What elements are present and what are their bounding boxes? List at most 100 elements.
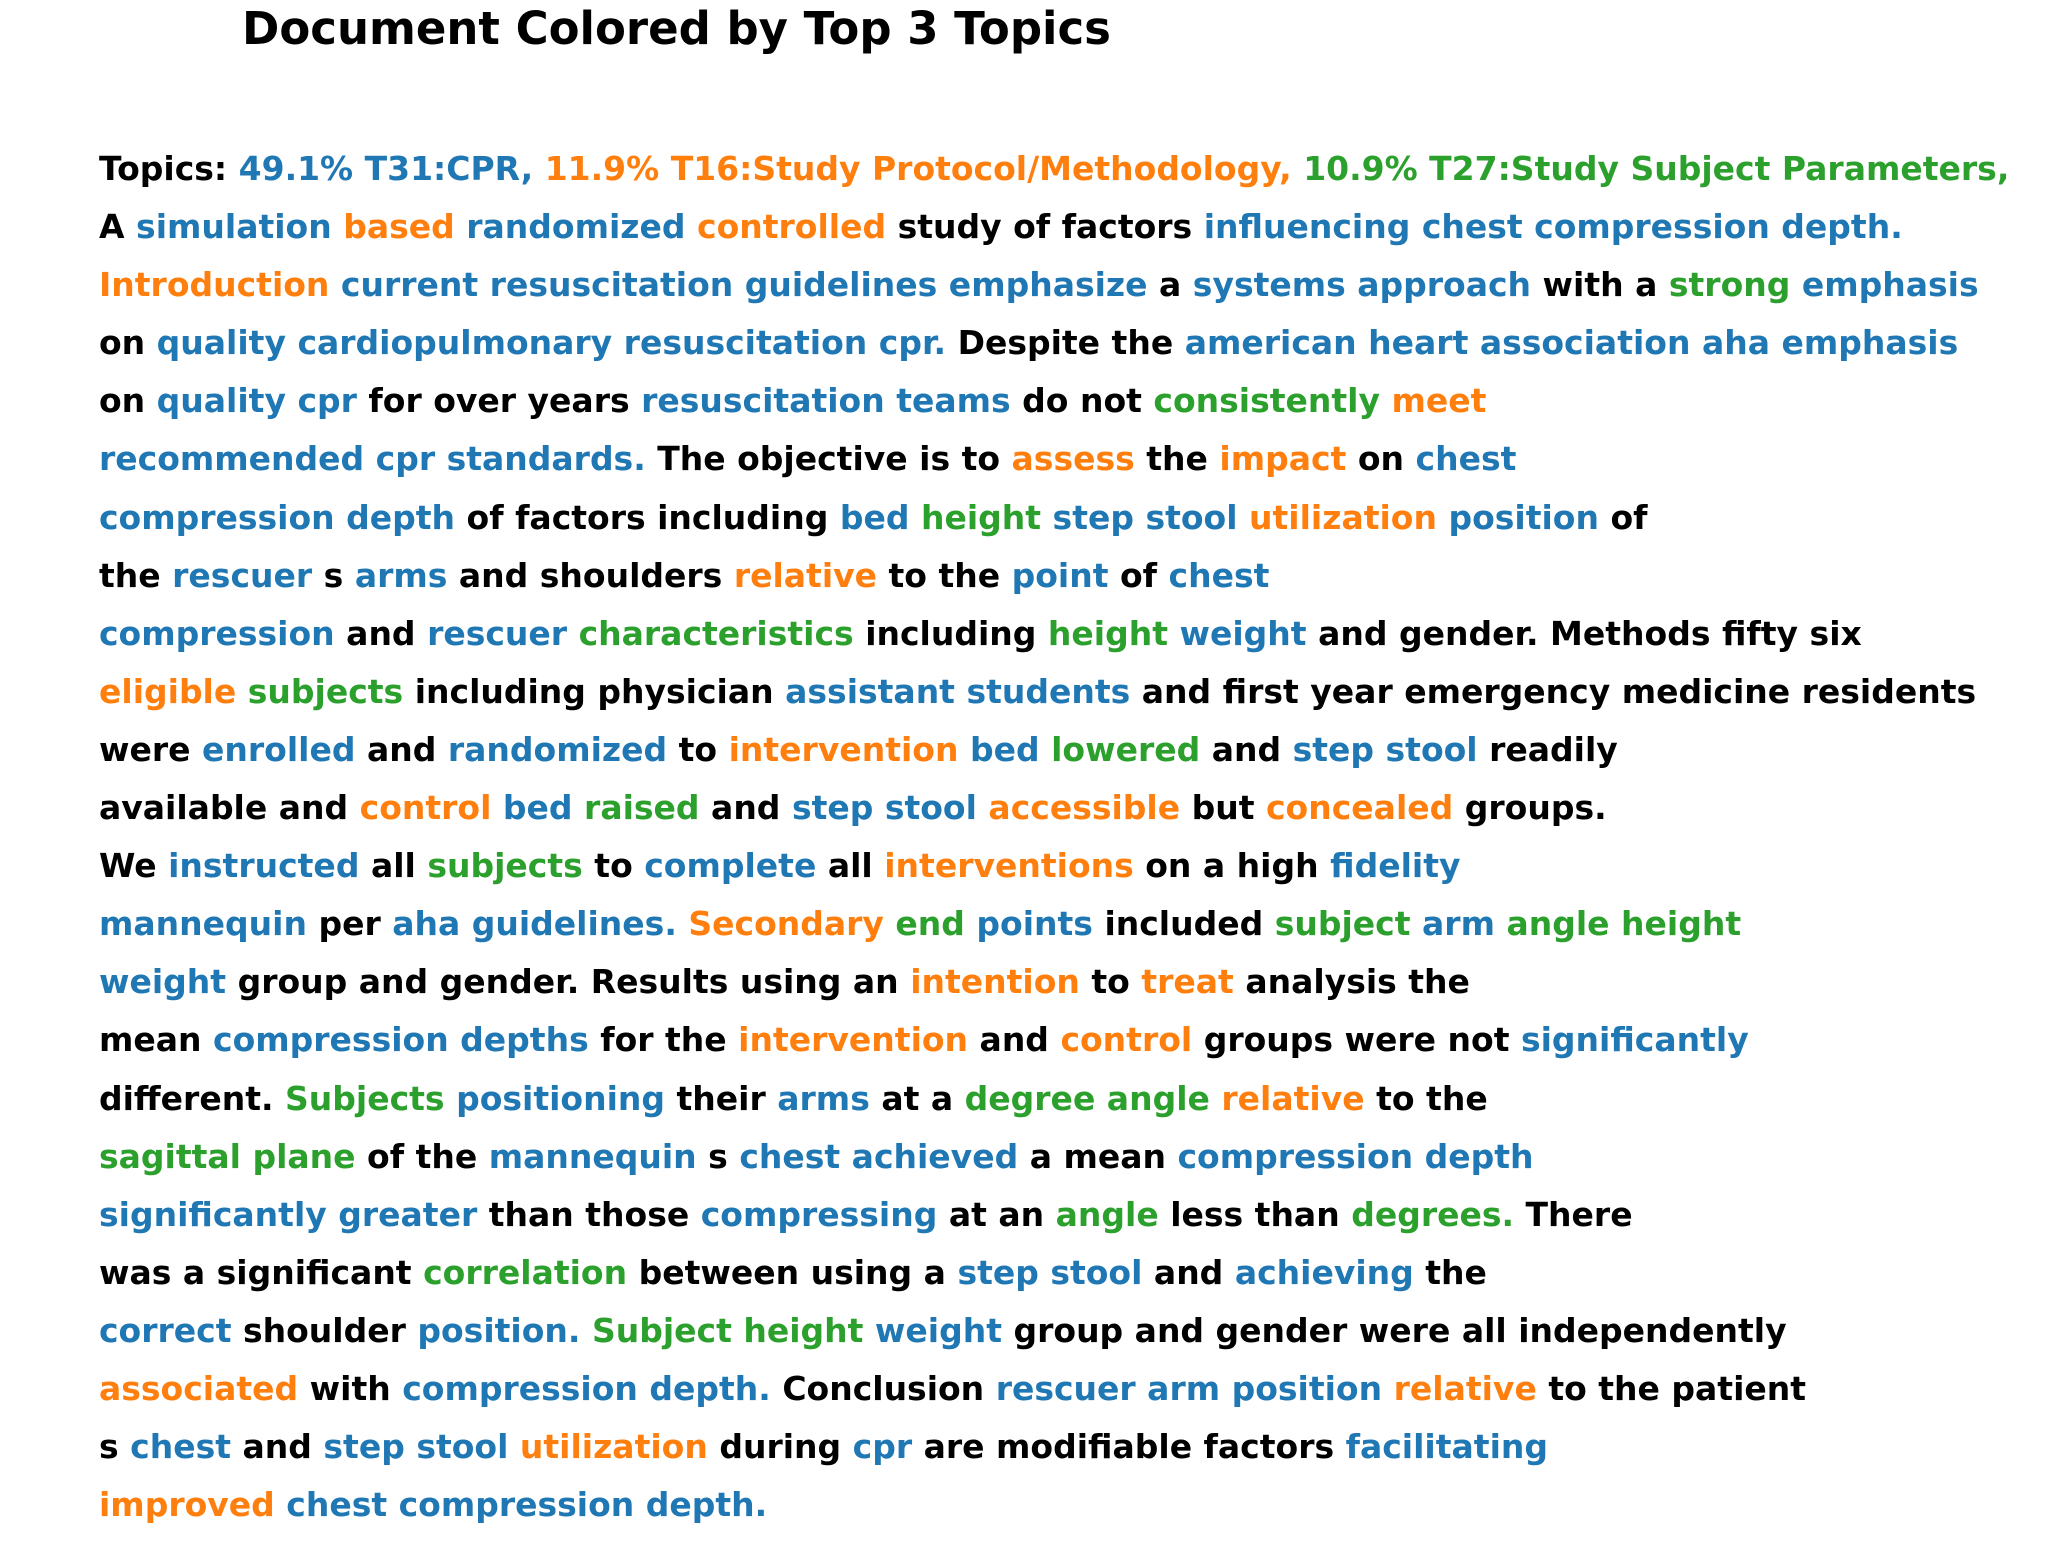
topic-word-t31: complete <box>644 846 817 886</box>
topic-word-t31: aha guidelines. <box>392 904 677 944</box>
topic-word-t31: points <box>976 904 1093 944</box>
document-line: different. Subjects positioning their ar… <box>99 1070 2009 1128</box>
plain-word: a <box>1159 265 1182 305</box>
legend-entry-t31: 49.1% T31:CPR, <box>238 149 534 188</box>
topic-word-t31: rescuer <box>172 555 313 595</box>
topic-word-t27: characteristics <box>578 613 854 653</box>
document-line: eligible subjects including physician as… <box>99 663 2009 721</box>
document-line: associated with compression depth. Concl… <box>99 1360 2009 1418</box>
plain-word: and first year emergency medicine reside… <box>1141 671 1977 711</box>
document-line: A simulation based randomized controlled… <box>99 198 2009 256</box>
plain-word: on <box>99 323 146 363</box>
plain-word: was a significant <box>99 1252 412 1292</box>
plain-word: group and gender were all independently <box>1013 1310 1787 1350</box>
plain-word: do not <box>1022 381 1142 421</box>
document-line: s chest and step stool utilization durin… <box>99 1418 2009 1476</box>
document-line: Introduction current resuscitation guide… <box>99 256 2009 314</box>
topic-word-t31: position. <box>417 1310 581 1350</box>
topic-word-t27: angle height <box>1506 904 1742 944</box>
topic-word-t31: weight <box>874 1310 1002 1350</box>
plain-word: readily <box>1489 729 1618 769</box>
document-line: mean compression depths for the interven… <box>99 1011 2009 1069</box>
topic-word-t31: compression <box>99 613 335 653</box>
plain-word: Conclusion <box>782 1368 985 1408</box>
topic-word-t31: step stool <box>323 1427 509 1467</box>
plain-word: group and gender. Results using an <box>237 962 899 1002</box>
topic-word-t31: rescuer <box>427 613 568 653</box>
topic-word-t31: chest <box>1415 439 1517 479</box>
topic-word-t31: chest <box>1168 555 1270 595</box>
topic-word-t31: step stool <box>957 1252 1143 1292</box>
plain-word: the <box>99 555 161 595</box>
topic-word-t31: recommended cpr standards. <box>99 439 646 479</box>
plain-word: s <box>323 555 344 595</box>
topic-word-t31: quality cardiopulmonary resuscitation cp… <box>156 323 947 363</box>
topic-word-t16: control <box>1060 1020 1193 1060</box>
topic-word-t27: lowered <box>1051 729 1201 769</box>
document-line: correct shoulder position. Subject heigh… <box>99 1302 2009 1360</box>
plain-word: and <box>711 788 781 828</box>
topic-word-t31: mannequin <box>99 904 307 944</box>
plain-word: to <box>594 846 633 886</box>
topic-word-t27: subject <box>1274 904 1411 944</box>
plain-word: than those <box>488 1194 690 1234</box>
topic-word-t31: american heart association aha emphasis <box>1184 323 1959 363</box>
topics-legend-line: Topics: 49.1% T31:CPR, 11.9% T16:Study P… <box>99 140 2009 198</box>
plain-word: but <box>1191 788 1255 828</box>
topic-word-t31: randomized <box>447 729 668 769</box>
plain-word: including <box>865 613 1037 653</box>
topic-word-t27: sagittal plane <box>99 1136 356 1176</box>
plain-word: their <box>676 1078 766 1118</box>
topic-word-t16: improved <box>99 1485 275 1525</box>
topic-word-t27: end <box>895 904 965 944</box>
topic-word-t31: step stool <box>791 788 977 828</box>
topic-word-t16: accessible <box>988 788 1181 828</box>
topic-word-t31: compression depths <box>213 1020 589 1060</box>
topic-word-t31: arms <box>777 1078 870 1118</box>
topic-word-t31: enrolled <box>202 729 356 769</box>
plain-word: to the <box>888 555 1001 595</box>
plain-word: the <box>1146 439 1208 479</box>
topic-word-t31: quality cpr <box>156 381 357 421</box>
plain-word: for over years <box>368 381 630 421</box>
topic-word-t27: angle <box>1055 1194 1159 1234</box>
topic-word-t16: impact <box>1219 439 1347 479</box>
document-line: compression depth of factors including b… <box>99 489 2009 547</box>
topic-word-t27: height <box>1047 613 1168 653</box>
document-line: weight group and gender. Results using a… <box>99 953 2009 1011</box>
topic-word-t27: Subjects <box>285 1078 445 1118</box>
plain-word: analysis the <box>1245 962 1470 1002</box>
topic-word-t31: compression depth. <box>402 1368 771 1408</box>
topic-word-t16: intervention <box>728 729 959 769</box>
legend-label: Topics: <box>99 149 228 188</box>
topic-word-t27: degrees. <box>1351 1194 1515 1234</box>
plain-word: and shoulders <box>458 555 723 595</box>
document-line: We instructed all subjects to complete a… <box>99 837 2009 895</box>
plain-word: the <box>1425 1252 1487 1292</box>
document-line: significantly greater than those compres… <box>99 1186 2009 1244</box>
topic-word-t31: resuscitation teams <box>641 381 1011 421</box>
plain-word: to the <box>1376 1078 1488 1118</box>
plain-word: groups. <box>1464 788 1607 828</box>
topic-word-t27: height <box>920 497 1042 537</box>
topic-word-t27: strong <box>1668 265 1791 305</box>
plain-word: of factors including <box>466 497 829 537</box>
plain-word: s <box>99 1427 119 1467</box>
plain-word: to the patient <box>1548 1368 1807 1408</box>
topic-word-t31: chest achieved <box>739 1136 1019 1176</box>
document-line: mannequin per aha guidelines. Secondary … <box>99 895 2009 953</box>
plain-word: on <box>99 381 146 421</box>
chart-title: Document Colored by Top 3 Topics <box>242 2 1111 55</box>
document-line: were enrolled and randomized to interven… <box>99 721 2009 779</box>
plain-word: with a <box>1542 265 1658 305</box>
document-line: was a significant correlation between us… <box>99 1244 2009 1302</box>
topic-word-t31: rescuer arm position <box>995 1368 1383 1408</box>
plain-word: and <box>1153 1252 1224 1292</box>
plain-word: per <box>318 904 381 944</box>
topic-word-t31: current resuscitation guidelines emphasi… <box>340 265 1148 305</box>
topic-word-t31: arms <box>354 555 448 595</box>
topic-word-t31: mannequin <box>488 1136 697 1176</box>
plain-word: on <box>1357 439 1405 479</box>
plain-word: The objective is to <box>657 439 1001 479</box>
topic-word-t31: instructed <box>168 846 360 886</box>
